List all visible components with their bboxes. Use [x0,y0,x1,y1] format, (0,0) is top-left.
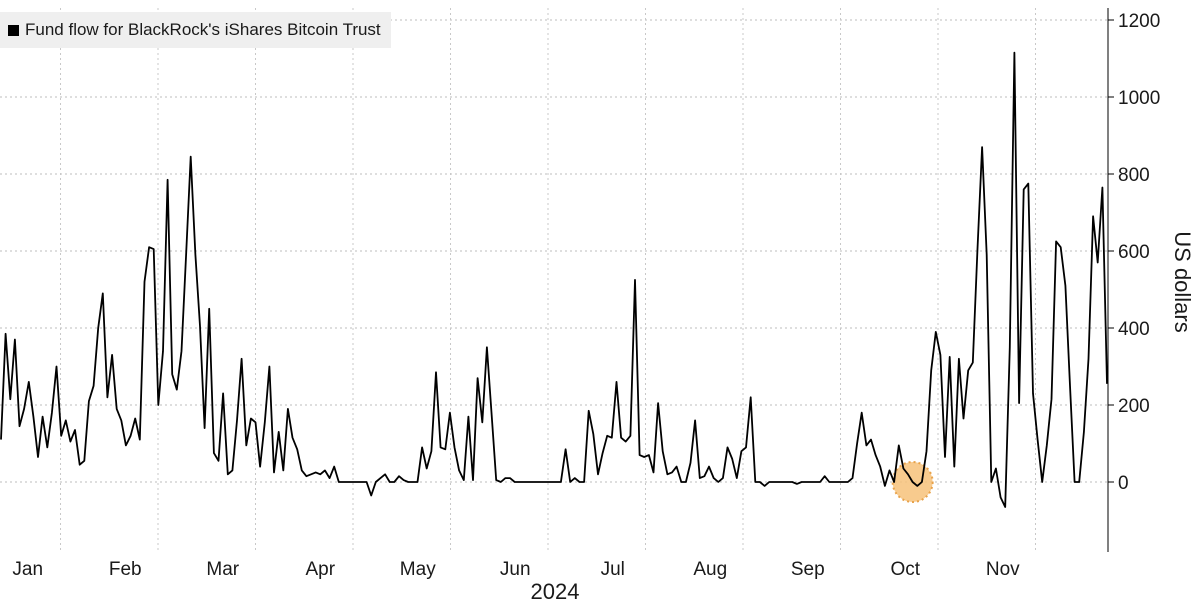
legend-label: Fund flow for BlackRock's iShares Bitcoi… [25,20,381,39]
y-tick-label: 400 [1118,319,1150,340]
x-tick-label: Jan [12,559,43,580]
x-tick-label: Jul [601,559,625,580]
fund-flow-line [0,51,1108,508]
legend-swatch [8,24,19,36]
x-tick-label: Nov [986,559,1020,580]
y-tick-label: 1200 [1118,11,1160,32]
legend: Fund flow for BlackRock's iShares Bitcoi… [0,12,391,48]
y-tick-label: 600 [1118,242,1150,263]
x-tick-label: May [400,559,436,580]
x-tick-label: Oct [890,559,920,580]
y-tick-label: 0 [1118,473,1129,494]
y-axis-title: US dollars [1170,231,1195,332]
x-tick-label: Mar [206,559,239,580]
y-axis: 0 200 400 600 800 1000 1200 [1107,8,1160,552]
x-tick-label: Apr [305,559,335,580]
x-tick-label: Sep [791,559,825,580]
y-tick-label: 800 [1118,165,1150,186]
x-axis-year-label: 2024 [531,579,580,602]
x-axis: Jan Feb Mar Apr May Jun Jul Aug Sep Oct Nov [12,559,1020,580]
y-tick-label: 200 [1118,396,1150,417]
gridlines [0,8,1108,552]
x-tick-label: Feb [109,559,142,580]
x-tick-label: Jun [500,559,531,580]
x-tick-label: Aug [693,559,727,580]
y-tick-label: 1000 [1118,88,1160,109]
